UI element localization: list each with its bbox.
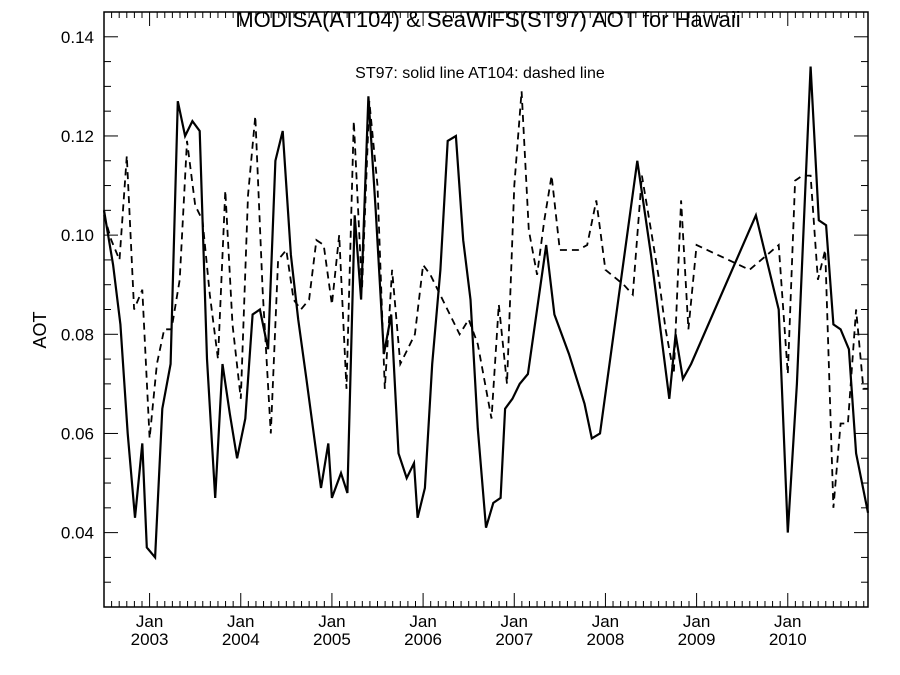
y-tick-label: 0.14 xyxy=(61,28,94,47)
x-tick-month-label: Jan xyxy=(683,612,710,631)
x-tick-year-label: 2010 xyxy=(769,630,807,649)
x-tick-month-label: Jan xyxy=(318,612,345,631)
x-tick-year-label: 2009 xyxy=(678,630,716,649)
series-line-st97 xyxy=(102,66,870,561)
x-tick-year-label: 2005 xyxy=(313,630,351,649)
x-tick-month-label: Jan xyxy=(409,612,436,631)
chart-annotation: ST97: solid line AT104: dashed line xyxy=(355,65,605,82)
x-tick-year-label: 2006 xyxy=(404,630,442,649)
x-tick-month-label: Jan xyxy=(774,612,801,631)
y-tick-label: 0.04 xyxy=(61,524,94,543)
x-tick-year-label: 2008 xyxy=(587,630,625,649)
x-tick-month-label: Jan xyxy=(592,612,619,631)
x-tick-month-label: Jan xyxy=(501,612,528,631)
x-tick-month-label: Jan xyxy=(227,612,254,631)
x-tick-year-label: 2003 xyxy=(131,630,169,649)
x-tick-year-label: 2004 xyxy=(222,630,260,649)
y-tick-label: 0.08 xyxy=(61,325,94,344)
chart-title: MODISA(AT104) & SeaWiFS(ST97) AOT for Ha… xyxy=(235,7,740,32)
x-tick-month-label: Jan xyxy=(136,612,163,631)
y-tick-label: 0.10 xyxy=(61,226,94,245)
plot-frame xyxy=(103,11,869,608)
x-tick-year-label: 2007 xyxy=(495,630,533,649)
series-line-at104 xyxy=(103,91,868,508)
y-axis-label: AOT xyxy=(30,311,50,348)
y-tick-label: 0.06 xyxy=(61,424,94,443)
y-tick-label: 0.12 xyxy=(61,127,94,146)
plot-area: 0.040.060.080.100.120.14Jan2003Jan2004Ja… xyxy=(61,12,870,649)
